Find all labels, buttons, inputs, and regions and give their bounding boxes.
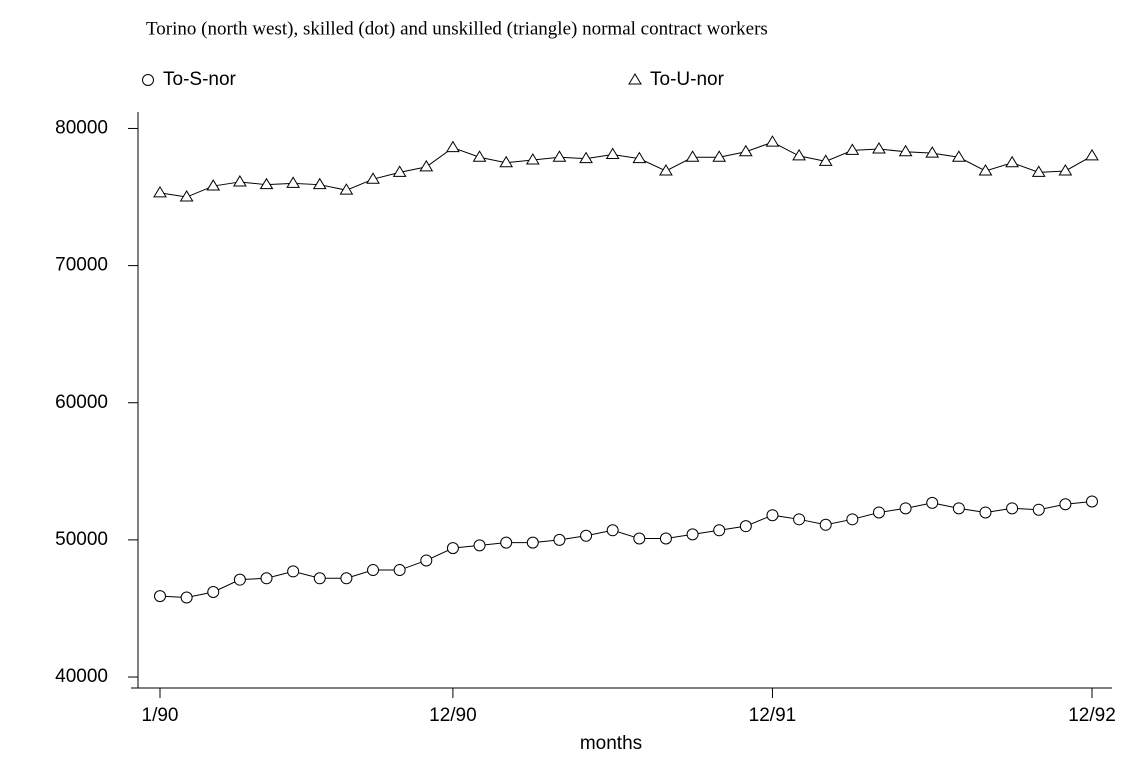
- series-line: [159, 141, 1093, 198]
- marker-circle: [633, 532, 646, 545]
- marker-triangle: [898, 144, 913, 157]
- legend-label: To-U-nor: [650, 69, 725, 90]
- marker-circle: [979, 506, 992, 519]
- marker-triangle: [552, 150, 567, 162]
- marker-circle: [553, 533, 566, 546]
- marker-circle: [686, 528, 699, 541]
- marker-triangle: [978, 163, 993, 176]
- legend-marker: [142, 74, 154, 86]
- marker-circle: [367, 564, 380, 577]
- marker-triangle: [765, 135, 780, 147]
- marker-triangle: [179, 190, 194, 202]
- marker-circle: [952, 502, 965, 515]
- marker-triangle: [951, 150, 966, 162]
- x-tick-label: 1/90: [142, 705, 179, 726]
- marker-circle: [872, 506, 885, 519]
- marker-circle: [420, 554, 433, 567]
- marker-triangle: [1005, 155, 1019, 168]
- marker-circle: [340, 572, 353, 585]
- marker-triangle: [525, 153, 540, 165]
- marker-triangle: [339, 183, 354, 195]
- marker-circle: [606, 524, 619, 537]
- marker-triangle: [1031, 165, 1046, 177]
- marker-triangle: [499, 155, 514, 168]
- y-tick-label: 50000: [55, 529, 108, 550]
- marker-triangle: [472, 150, 487, 162]
- chart-title: Torino (north west), skilled (dot) and u…: [146, 18, 768, 39]
- marker-circle: [926, 496, 939, 509]
- marker-triangle: [818, 154, 833, 166]
- marker-triangle: [845, 143, 860, 155]
- y-tick-label: 40000: [55, 666, 108, 687]
- marker-triangle: [366, 172, 380, 184]
- series-line: [159, 500, 1093, 598]
- marker-triangle: [286, 176, 301, 188]
- marker-triangle: [1058, 163, 1073, 176]
- marker-triangle: [605, 147, 620, 160]
- marker-triangle: [632, 151, 647, 164]
- marker-circle: [1086, 495, 1098, 508]
- marker-circle: [233, 573, 246, 586]
- marker-triangle: [419, 159, 434, 172]
- marker-circle: [207, 586, 220, 598]
- marker-triangle: [712, 150, 727, 162]
- marker-triangle: [153, 185, 167, 198]
- marker-circle: [713, 524, 726, 537]
- marker-circle: [739, 520, 752, 533]
- marker-circle: [819, 518, 832, 531]
- x-tick-label: 12/92: [1068, 705, 1116, 726]
- marker-circle: [766, 509, 779, 522]
- marker-circle: [1032, 503, 1045, 516]
- marker-circle: [526, 536, 539, 549]
- x-tick-label: 12/90: [429, 705, 477, 726]
- marker-circle: [899, 502, 912, 515]
- marker-triangle: [872, 142, 886, 154]
- legend-label: To-S-nor: [163, 69, 237, 90]
- marker-circle: [446, 542, 459, 555]
- marker-triangle: [392, 165, 407, 177]
- marker-triangle: [579, 151, 593, 164]
- y-tick-label: 60000: [55, 392, 108, 413]
- legend-marker: [628, 73, 642, 85]
- y-tick-label: 80000: [55, 117, 108, 138]
- marker-triangle: [925, 146, 940, 158]
- marker-circle: [287, 565, 300, 578]
- marker-triangle: [312, 177, 327, 190]
- marker-triangle: [685, 150, 700, 162]
- x-tick-label: 12/91: [749, 705, 797, 726]
- marker-circle: [580, 529, 593, 542]
- marker-triangle: [792, 148, 806, 161]
- marker-triangle: [233, 174, 247, 187]
- marker-circle: [1006, 502, 1019, 515]
- marker-circle: [473, 539, 486, 552]
- marker-triangle: [1085, 148, 1099, 161]
- marker-circle: [846, 513, 859, 526]
- y-tick-label: 70000: [55, 255, 108, 276]
- marker-triangle: [738, 144, 753, 157]
- marker-circle: [154, 590, 166, 603]
- marker-triangle: [206, 179, 221, 191]
- marker-triangle: [446, 140, 460, 153]
- marker-circle: [1059, 498, 1072, 511]
- marker-triangle: [659, 163, 673, 176]
- marker-triangle: [259, 177, 274, 190]
- marker-circle: [793, 513, 806, 526]
- marker-circle: [180, 591, 193, 604]
- x-axis-label: months: [580, 733, 642, 754]
- marker-circle: [260, 572, 273, 585]
- marker-circle: [393, 564, 406, 577]
- marker-circle: [313, 572, 326, 585]
- marker-circle: [500, 536, 513, 549]
- marker-circle: [659, 532, 672, 545]
